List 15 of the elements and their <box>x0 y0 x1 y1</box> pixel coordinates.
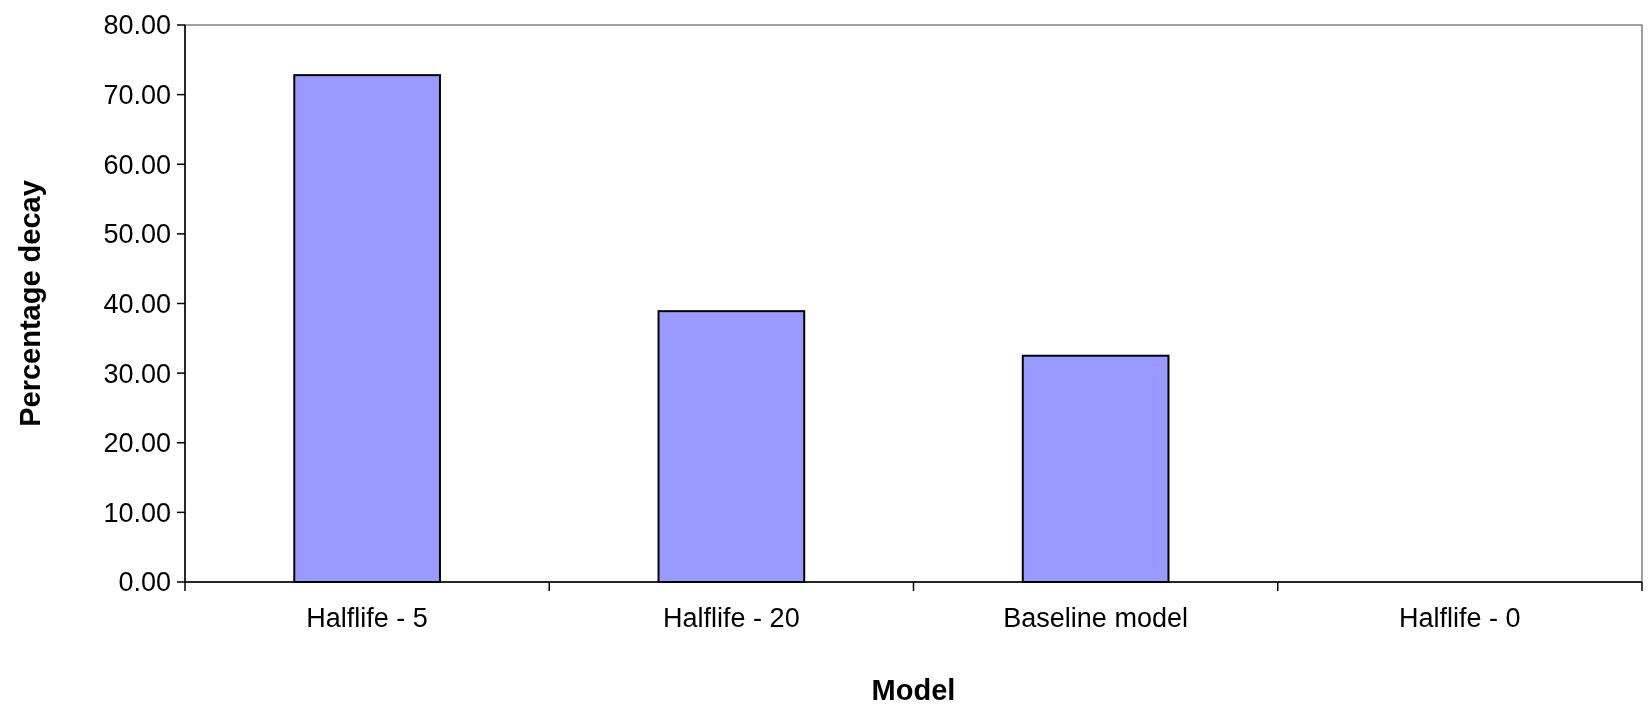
x-axis-title: Model <box>871 674 956 706</box>
x-tick-label: Halflife - 20 <box>663 603 800 633</box>
x-tick-label: Halflife - 5 <box>306 603 428 633</box>
y-tick-label: 0.00 <box>118 567 171 598</box>
y-tick-label: 30.00 <box>103 358 171 389</box>
y-tick-label: 20.00 <box>103 428 171 459</box>
y-tick-label: 80.00 <box>103 10 171 41</box>
y-tick-label: 70.00 <box>103 80 171 111</box>
y-axis-title: Percentage decay <box>14 180 46 427</box>
x-tick-label: Baseline model <box>1003 603 1188 633</box>
y-tick-label: 60.00 <box>103 149 171 180</box>
x-tick-label: Halflife - 0 <box>1399 603 1521 633</box>
y-tick-label: 40.00 <box>103 288 171 319</box>
y-tick-label: 50.00 <box>103 219 171 250</box>
y-tick-label: 10.00 <box>103 497 171 528</box>
